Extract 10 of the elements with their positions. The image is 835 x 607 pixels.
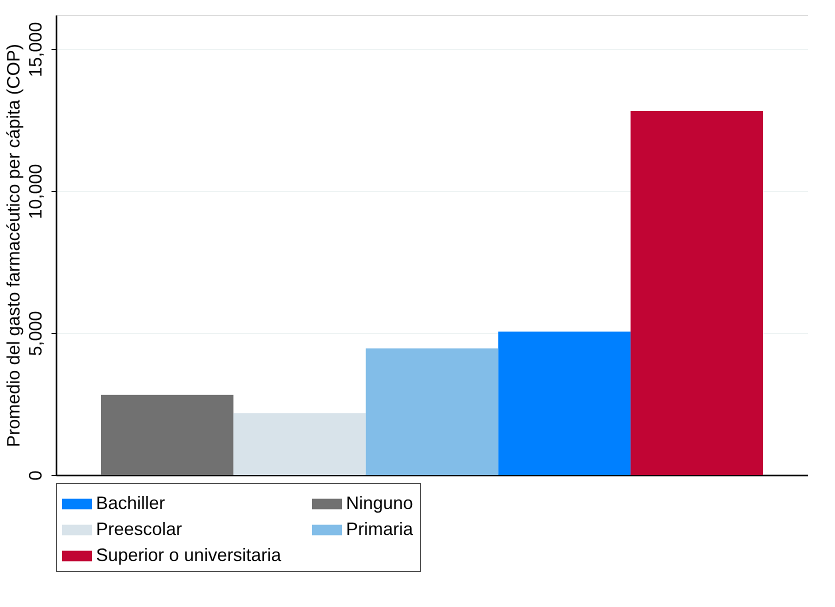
y-tick-label: 10,000 <box>26 164 46 220</box>
y-tick-label: 15,000 <box>26 22 46 78</box>
y-axis-title: Promedio del gasto farmacéutico per cápita (COP) <box>4 44 24 448</box>
y-tick-label: 5,000 <box>26 311 46 356</box>
legend-label: Superior o universitaria <box>96 545 282 565</box>
y-tick-label: 0 <box>26 470 46 481</box>
legend-label: Ninguno <box>346 493 414 513</box>
legend-label: Primaria <box>346 519 414 539</box>
legend-label: Preescolar <box>96 519 182 539</box>
legend-label: Bachiller <box>96 493 166 513</box>
